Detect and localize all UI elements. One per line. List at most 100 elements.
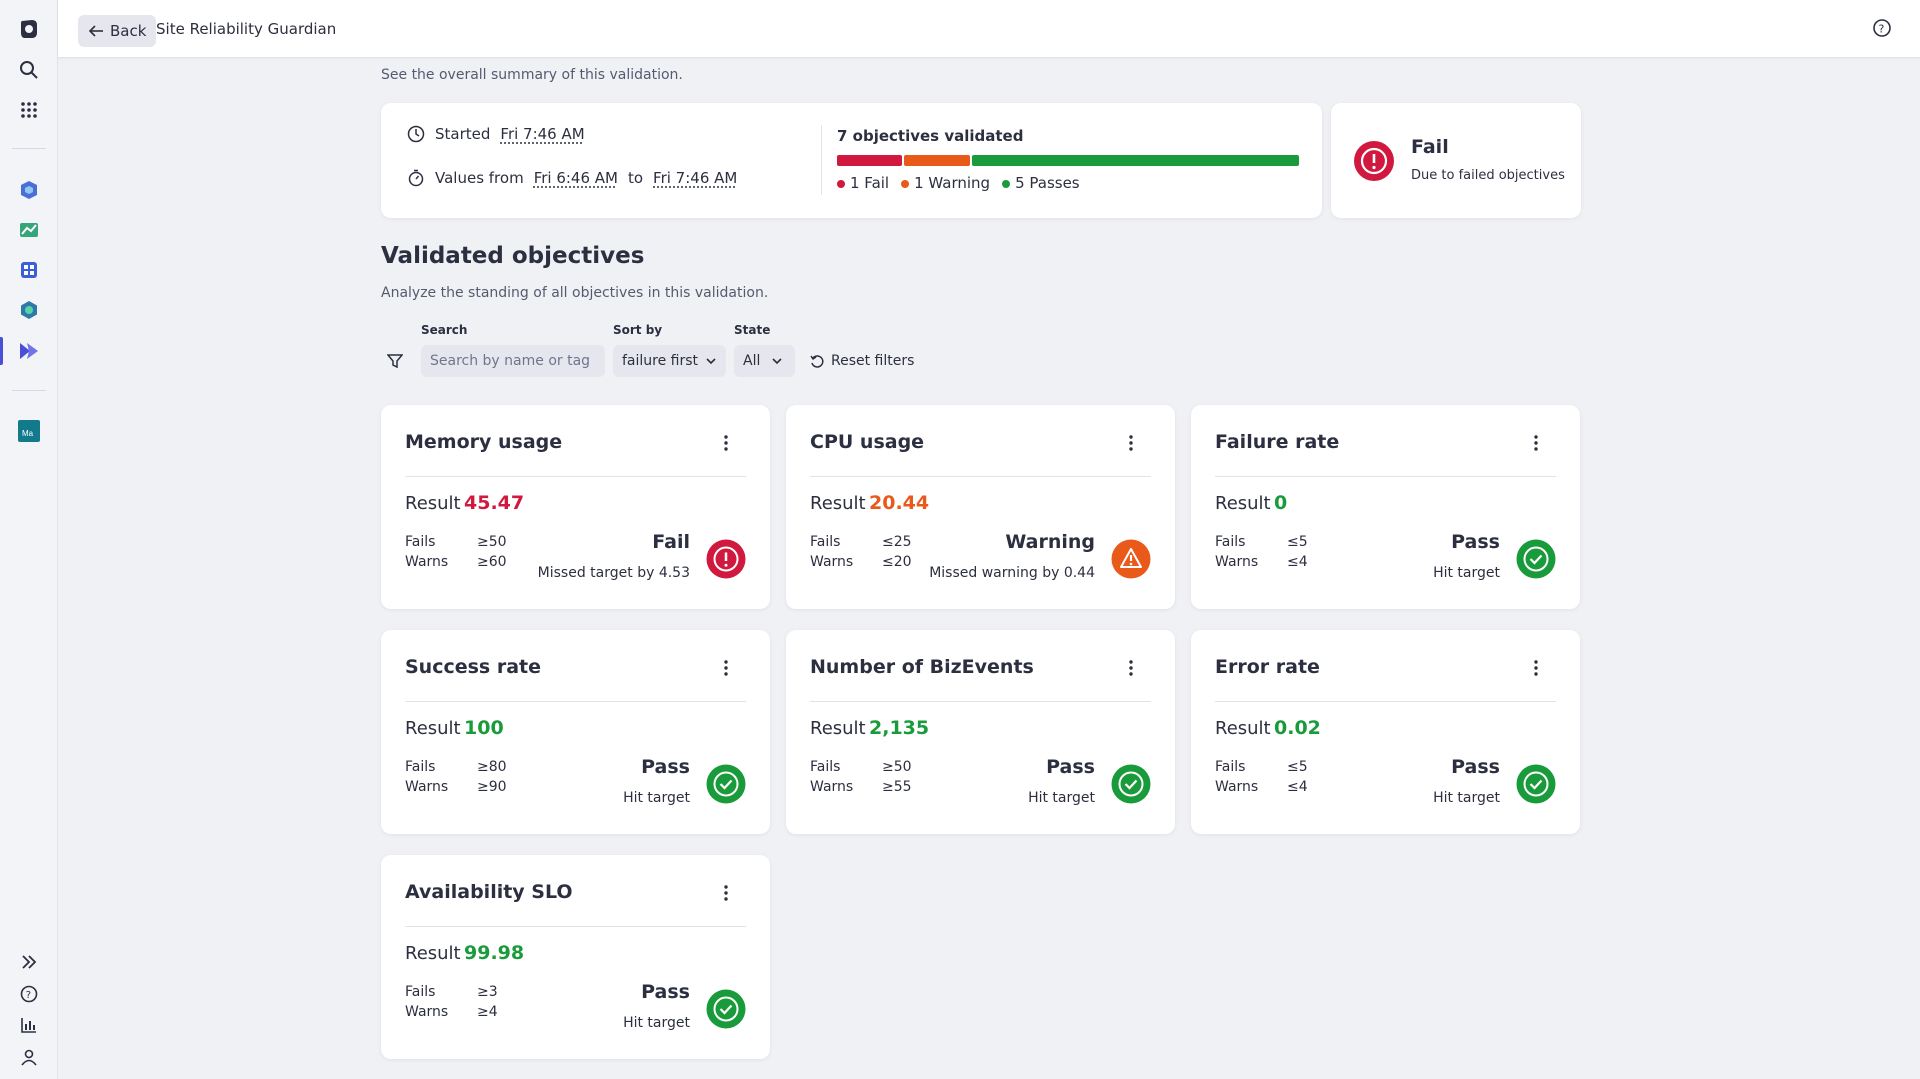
objective-card[interactable]: Failure rate Result 0 Fails ≤5 Warns ≤4 Pass Hit… [1191, 405, 1580, 609]
left-rail: Ma ? [0, 0, 58, 1079]
values-to-value[interactable]: Fri 7:46 AM [653, 169, 738, 187]
started-label: Started [435, 125, 491, 143]
apps-grid-icon[interactable] [15, 96, 43, 124]
more-options-icon[interactable] [720, 433, 732, 453]
verdict-note: Missed warning by 0.44 [929, 565, 1095, 581]
validation-summary-card: Started Fri 7:46 AM Values from Fri 6:46… [381, 103, 1322, 218]
verdict-note: Hit target [1028, 790, 1095, 806]
warns-threshold: ≥60 [477, 554, 507, 570]
card-divider [405, 701, 746, 702]
stopwatch-icon [408, 169, 424, 187]
app-3-icon[interactable] [15, 256, 43, 284]
check-circle-icon [706, 989, 746, 1029]
more-options-icon[interactable] [1125, 433, 1137, 453]
objective-card[interactable]: Number of BizEvents Result 2,135 Fails ≥50 Wa… [786, 630, 1175, 834]
card-divider [810, 701, 1151, 702]
objective-card[interactable]: Success rate Result 100 Fails ≥80 Warns ≥90 Pas… [381, 630, 770, 834]
warns-threshold: ≥90 [477, 779, 507, 795]
search-icon[interactable] [15, 56, 43, 84]
site-reliability-guardian-icon[interactable] [15, 337, 43, 365]
fails-label: Fails [405, 984, 436, 1000]
more-options-icon[interactable] [1125, 658, 1137, 678]
fails-label: Fails [405, 759, 436, 775]
help-circle-icon[interactable]: ? [1872, 18, 1892, 42]
chevron-down-icon [706, 357, 716, 364]
warns-label: Warns [405, 779, 449, 795]
summary-subtitle: See the overall summary of this validati… [381, 67, 683, 83]
section-subtitle: Analyze the standing of all objectives i… [381, 285, 769, 301]
reset-filters-button[interactable]: Reset filters [810, 345, 914, 377]
check-circle-icon [1111, 764, 1151, 804]
objective-name: Error rate [1215, 656, 1320, 678]
reset-filters-label: Reset filters [831, 353, 915, 369]
result-value: 99.98 [464, 942, 525, 964]
verdict-label: Pass [1451, 756, 1500, 778]
summary-divider [821, 125, 822, 195]
state-select[interactable]: All [734, 345, 795, 377]
result-value: 45.47 [464, 492, 525, 514]
warns-label: Warns [405, 1004, 449, 1020]
search-input[interactable]: Search by name or tag [421, 345, 605, 377]
arrow-left-icon [88, 25, 103, 37]
app-2-icon[interactable] [15, 216, 43, 244]
warning-icon [1111, 539, 1151, 579]
result-value: 100 [464, 717, 504, 739]
expand-icon[interactable] [15, 948, 43, 976]
fails-threshold: ≤5 [1287, 534, 1308, 550]
app-4-icon[interactable] [15, 296, 43, 324]
status-bar-fail-segment [837, 155, 903, 166]
warns-threshold: ≥55 [882, 779, 912, 795]
dynatrace-logo-icon[interactable] [15, 15, 43, 43]
more-options-icon[interactable] [720, 658, 732, 678]
status-bar-pass-segment [971, 155, 1299, 166]
values-from-value[interactable]: Fri 6:46 AM [533, 169, 618, 187]
started-value[interactable]: Fri 7:46 AM [500, 125, 585, 143]
warns-threshold: ≥4 [477, 1004, 498, 1020]
check-circle-icon [1516, 539, 1556, 579]
verdict-note: Missed target by 4.53 [537, 565, 690, 581]
fails-threshold: ≥80 [477, 759, 507, 775]
state-label: State [734, 323, 771, 337]
back-button[interactable]: Back [78, 15, 157, 47]
objective-card[interactable]: Memory usage Result 45.47 Fails ≥50 Warns ≥60 F… [381, 405, 770, 609]
objective-name: Availability SLO [405, 881, 573, 903]
card-divider [405, 476, 746, 477]
legend-warning-label: 1 Warning [914, 174, 991, 192]
objective-card[interactable]: Availability SLO Result 99.98 Fails ≥3 Warns ≥… [381, 855, 770, 1059]
objective-name: Memory usage [405, 431, 563, 453]
filter-icon[interactable] [387, 353, 403, 369]
fails-label: Fails [405, 534, 436, 550]
fails-label: Fails [810, 534, 841, 550]
app-5-icon[interactable]: Ma [15, 417, 43, 445]
chart-icon[interactable] [15, 1011, 43, 1039]
search-label: Search [421, 323, 468, 337]
objective-name: Success rate [405, 656, 542, 678]
objective-card[interactable]: CPU usage Result 20.44 Fails ≤25 Warns ≤20 Warn… [786, 405, 1175, 609]
more-options-icon[interactable] [720, 883, 732, 903]
verdict-label: Fail [652, 531, 690, 553]
sort-select[interactable]: failure first [613, 345, 726, 377]
status-title: Fail [1411, 136, 1449, 158]
fails-label: Fails [1215, 534, 1246, 550]
warns-label: Warns [810, 779, 854, 795]
result-value: 20.44 [869, 492, 930, 514]
app-1-icon[interactable] [15, 176, 43, 204]
card-divider [1215, 701, 1556, 702]
more-options-icon[interactable] [1530, 433, 1542, 453]
sort-value: failure first [622, 353, 699, 369]
warns-label: Warns [810, 554, 854, 570]
svg-text:?: ? [1879, 23, 1885, 36]
verdict-note: Hit target [1433, 565, 1500, 581]
legend-pass-label: 5 Passes [1015, 174, 1080, 192]
result-label: Result [810, 493, 866, 514]
help-icon[interactable]: ? [15, 980, 43, 1008]
user-icon[interactable] [15, 1043, 43, 1071]
verdict-note: Hit target [1433, 790, 1500, 806]
fail-icon [706, 539, 746, 579]
objective-card[interactable]: Error rate Result 0.02 Fails ≤5 Warns ≤4 Pass Hi… [1191, 630, 1580, 834]
more-options-icon[interactable] [1530, 658, 1542, 678]
status-legend: 1 Fail 1 Warning 5 Passes [837, 174, 1080, 192]
app-title: Site Reliability Guardian [156, 20, 337, 38]
rail-divider [12, 148, 46, 149]
started-row: Started Fri 7:46 AM [407, 125, 585, 143]
